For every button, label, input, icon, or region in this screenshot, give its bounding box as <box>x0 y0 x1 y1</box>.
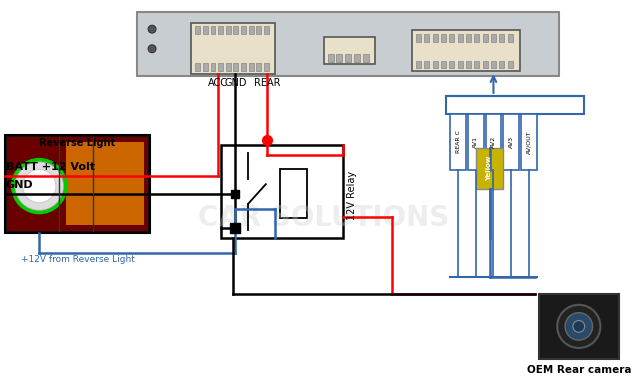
Bar <box>441 34 446 42</box>
Bar <box>234 63 238 71</box>
Bar <box>195 63 200 71</box>
Bar <box>354 54 360 61</box>
Bar <box>449 34 454 42</box>
Bar <box>328 54 333 61</box>
Bar <box>346 54 351 61</box>
Bar <box>203 26 208 34</box>
Bar <box>491 34 496 42</box>
Bar <box>264 26 269 34</box>
Bar <box>241 63 246 71</box>
Text: ACC: ACC <box>208 78 228 88</box>
Bar <box>363 54 369 61</box>
Bar <box>483 34 488 42</box>
Bar <box>138 12 559 76</box>
Bar <box>433 61 438 68</box>
Bar <box>499 61 504 68</box>
Text: AV1: AV1 <box>474 136 478 148</box>
Bar <box>5 135 150 233</box>
Bar <box>66 142 144 225</box>
Text: AV3: AV3 <box>509 136 514 148</box>
Bar <box>234 26 238 34</box>
Bar <box>483 61 488 68</box>
Circle shape <box>148 45 156 53</box>
Bar <box>508 61 513 68</box>
Bar <box>446 96 584 114</box>
Bar <box>424 61 429 68</box>
Bar <box>466 34 471 42</box>
Text: AV2: AV2 <box>491 136 496 148</box>
Bar <box>424 34 429 42</box>
Bar <box>499 34 504 42</box>
Bar <box>491 61 496 68</box>
Bar <box>280 169 307 218</box>
Bar <box>539 294 619 359</box>
Bar <box>508 34 513 42</box>
Text: 12V Relay: 12V Relay <box>348 171 357 220</box>
Text: Yellow: Yellow <box>486 156 493 181</box>
Text: GND: GND <box>224 78 246 88</box>
Bar <box>241 26 246 34</box>
Bar <box>249 63 253 71</box>
Bar <box>476 148 503 189</box>
Bar <box>449 61 454 68</box>
Bar <box>257 63 261 71</box>
Bar <box>226 63 231 71</box>
Bar <box>416 34 421 42</box>
Text: +12V from Reverse Light: +12V from Reverse Light <box>20 255 134 264</box>
Bar <box>264 63 269 71</box>
Bar <box>466 61 471 68</box>
Circle shape <box>557 305 600 348</box>
Circle shape <box>573 321 585 332</box>
Circle shape <box>22 169 56 203</box>
Text: GND: GND <box>6 180 33 190</box>
Text: REAR: REAR <box>253 78 280 88</box>
Bar <box>218 63 223 71</box>
Bar <box>324 37 375 65</box>
Bar <box>458 34 463 42</box>
Bar <box>458 61 463 68</box>
Bar <box>474 61 479 68</box>
Bar <box>521 114 536 170</box>
Bar <box>451 114 466 170</box>
Bar <box>503 114 519 170</box>
Bar <box>433 34 438 42</box>
Bar <box>441 61 446 68</box>
Bar <box>195 26 200 34</box>
Bar <box>412 30 520 71</box>
Bar <box>221 145 343 238</box>
Bar <box>416 61 421 68</box>
Text: AV/OUT: AV/OUT <box>526 130 531 154</box>
Text: Reverse Light: Reverse Light <box>40 138 116 148</box>
Bar <box>7 137 148 231</box>
Bar <box>218 26 223 34</box>
Bar <box>468 114 484 170</box>
Bar <box>211 63 216 71</box>
Bar <box>211 26 216 34</box>
Bar <box>249 26 253 34</box>
Circle shape <box>148 25 156 33</box>
Circle shape <box>15 162 64 211</box>
Text: BATT +12 Volt: BATT +12 Volt <box>6 162 95 172</box>
Bar <box>474 34 479 42</box>
Bar <box>191 23 275 74</box>
Bar <box>486 114 501 170</box>
Bar <box>203 63 208 71</box>
Text: CAR SOLUTIONS: CAR SOLUTIONS <box>198 205 449 232</box>
Bar <box>226 26 231 34</box>
Text: REAR C: REAR C <box>456 131 461 154</box>
Circle shape <box>565 313 593 340</box>
Bar <box>337 54 342 61</box>
Bar <box>257 26 261 34</box>
Text: OEM Rear camera: OEM Rear camera <box>527 365 631 375</box>
